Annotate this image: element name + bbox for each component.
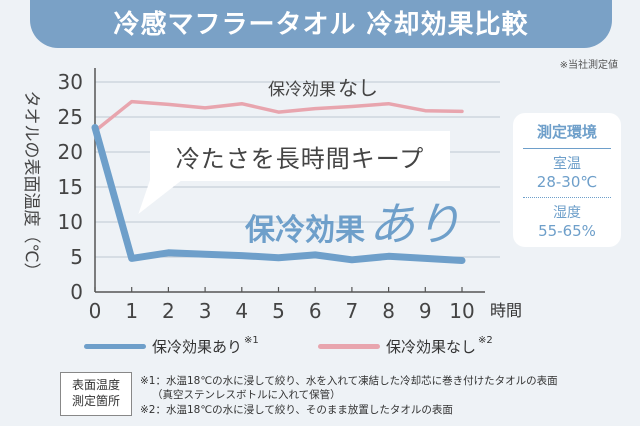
chart-axes [94,68,485,293]
humidity-label: 湿度 [553,205,581,221]
x-tick-label: 2 [162,299,175,323]
y-tick-label: 20 [58,140,83,164]
y-axis-label: タオルの表面温度（℃） [21,90,41,279]
y-tick-label: 0 [70,280,83,304]
measurement-note: ※当社測定値 [559,60,618,71]
legend-label-cooling: 保冷効果あり [152,338,243,356]
x-tick-label: 9 [419,299,432,323]
legend-swatch-no-cooling [318,344,380,349]
callout-bubble: 冷たさを長時間キープ [150,131,450,181]
annotation-no-cooling: 保冷効果 なし [268,72,378,101]
x-tick-label: 0 [89,299,102,323]
humidity-value: 55-65% [538,222,596,240]
measurement-location-box: 表面温度 測定箇所 [60,372,132,416]
annotation-cooling-emphasis: あり [369,197,461,251]
annotation-no-cooling-emphasis: なし [338,76,378,100]
y-tick-label: 10 [58,210,83,234]
annotation-no-cooling-main: 保冷効果 [268,80,336,100]
x-tick-label: 1 [125,299,138,323]
chart-series [91,99,466,264]
legend-item-no-cooling: 保冷効果なし ※2 [318,335,493,357]
y-tick-label: 15 [58,175,83,199]
title-banner: 冷感マフラータオル 冷却効果比較 [30,0,612,48]
legend-swatch-cooling [84,344,146,349]
annotation-cooling: 保冷効果あり [245,188,461,254]
page-title: 冷感マフラータオル 冷却効果比較 [113,9,529,40]
environment-divider-dotted [523,197,611,198]
callout-text: 冷たさを長時間キープ [175,144,425,173]
series-line-no-cooling [93,99,464,133]
legend-footnote-mark-2: ※2 [478,335,493,346]
x-tick-label: 10 [449,299,474,323]
x-tick-label: 6 [309,299,322,323]
location-box-line1: 表面温度 [71,378,120,393]
environment-box: 測定環境 室温 28-30℃ 湿度 55-65% [513,113,621,247]
y-tick-label: 5 [70,245,83,269]
room-temp-value: 28-30℃ [536,173,598,191]
x-tick-label: 5 [272,299,285,323]
x-tick-label: 4 [235,299,248,323]
annotation-cooling-main: 保冷効果 [245,213,365,248]
footnote-1-cont: （真空ステンレスボトルに入れて保管） [152,389,341,401]
x-tick-label: 7 [346,299,359,323]
footnote-2: ※2：水温18℃の水に浸して絞り、そのまま放置したタオルの表面 [140,404,453,416]
environment-divider [523,148,611,149]
x-axis-label: 時間 [490,301,522,320]
y-tick-label: 30 [58,70,83,94]
environment-title: 測定環境 [536,123,597,141]
location-box-line2: 測定箇所 [71,394,120,408]
legend-label-no-cooling: 保冷効果なし [386,338,477,356]
x-tick-label: 3 [199,299,212,323]
series-line-cooling [91,124,466,264]
room-temp-label: 室温 [553,156,581,172]
legend-item-cooling: 保冷効果あり ※1 [84,335,259,357]
legend-footnote-mark-1: ※1 [244,335,259,346]
y-tick-label: 25 [58,105,83,129]
footnote-1: ※1：水温18℃の水に浸して絞り、水を入れて凍結した冷却芯に巻き付けたタオルの表… [140,375,558,387]
x-tick-label: 8 [382,299,395,323]
